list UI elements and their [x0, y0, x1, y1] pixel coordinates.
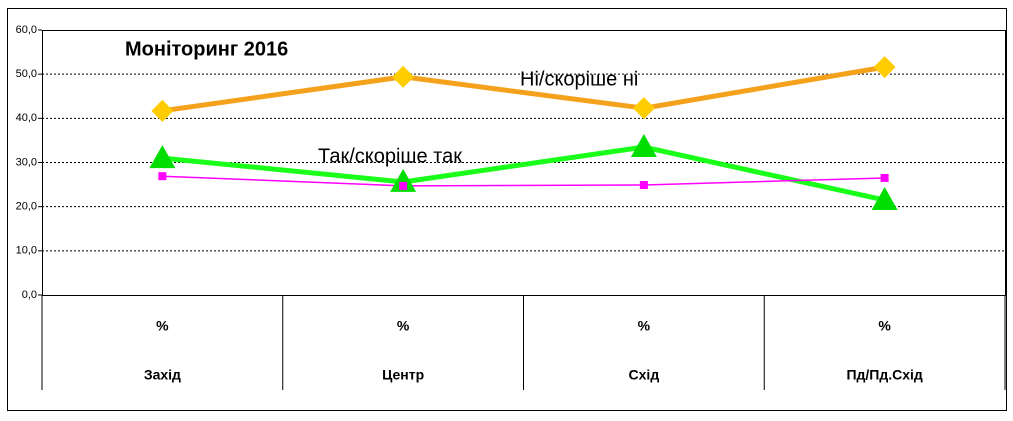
marker [880, 173, 889, 182]
chart-border [7, 8, 1007, 411]
x-tick-label: Захід [144, 367, 181, 383]
series-line [162, 175, 885, 187]
marker [392, 65, 415, 88]
x-unit-label: % [397, 318, 410, 334]
series-line [162, 64, 886, 114]
marker [632, 97, 655, 120]
series-label: Ні/скоріше ні [520, 68, 638, 90]
x-unit-label: % [878, 318, 891, 334]
marker [871, 187, 898, 211]
x-unit-label: % [156, 318, 169, 334]
y-tick-label: 50,0 [16, 68, 37, 80]
x-tick-label: Схід [629, 367, 660, 383]
series-label: Так/скоріше так [318, 145, 462, 167]
marker [158, 172, 167, 181]
chart-title: Моніторинг 2016 [125, 38, 288, 60]
x-unit-label: % [638, 318, 651, 334]
x-tick-label: Центр [382, 367, 424, 383]
x-tick-label: Пд/Пд.Схід [846, 367, 922, 383]
y-tick-label: 30,0 [16, 156, 37, 168]
y-tick-label: 60,0 [16, 24, 37, 36]
marker [630, 134, 657, 158]
marker [149, 145, 176, 169]
y-tick-label: 20,0 [16, 201, 37, 213]
series-line [162, 144, 886, 203]
y-tick-label: 0,0 [22, 289, 37, 301]
marker [399, 181, 408, 190]
marker [873, 56, 896, 79]
y-tick-label: 40,0 [16, 112, 37, 124]
marker [151, 99, 174, 122]
y-tick-label: 10,0 [16, 245, 37, 257]
marker [390, 168, 417, 192]
marker [639, 181, 648, 190]
